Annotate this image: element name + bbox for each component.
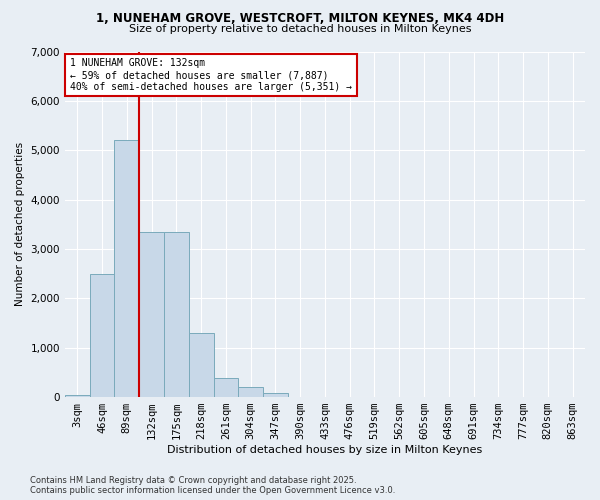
X-axis label: Distribution of detached houses by size in Milton Keynes: Distribution of detached houses by size … — [167, 445, 482, 455]
Bar — [139, 232, 164, 397]
Bar — [263, 393, 288, 397]
Bar — [189, 333, 214, 397]
Bar — [238, 386, 263, 397]
Bar — [164, 232, 189, 397]
Text: 1, NUNEHAM GROVE, WESTCROFT, MILTON KEYNES, MK4 4DH: 1, NUNEHAM GROVE, WESTCROFT, MILTON KEYN… — [96, 12, 504, 26]
Y-axis label: Number of detached properties: Number of detached properties — [15, 142, 25, 306]
Bar — [115, 140, 139, 397]
Bar — [65, 394, 89, 397]
Bar — [214, 378, 238, 397]
Bar — [89, 274, 115, 397]
Text: Size of property relative to detached houses in Milton Keynes: Size of property relative to detached ho… — [129, 24, 471, 34]
Text: 1 NUNEHAM GROVE: 132sqm
← 59% of detached houses are smaller (7,887)
40% of semi: 1 NUNEHAM GROVE: 132sqm ← 59% of detache… — [70, 58, 352, 92]
Text: Contains HM Land Registry data © Crown copyright and database right 2025.
Contai: Contains HM Land Registry data © Crown c… — [30, 476, 395, 495]
